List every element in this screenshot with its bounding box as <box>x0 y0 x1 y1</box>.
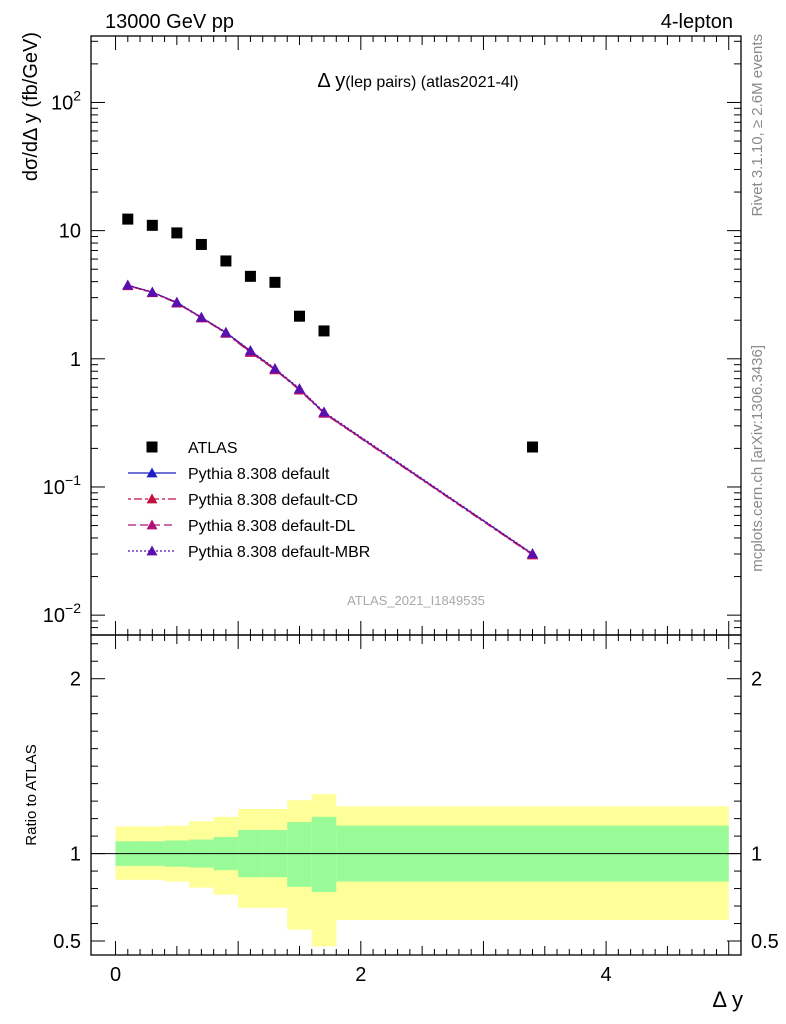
legend-label-2: Pythia 8.308 default-DL <box>188 518 355 535</box>
series-3-marker <box>269 363 281 373</box>
y-tick-label: 10 <box>59 221 81 243</box>
series-3-marker <box>318 406 330 417</box>
atlas-data-point <box>122 213 134 225</box>
y-tick-label: 10−1 <box>43 472 81 499</box>
series-3-marker <box>122 279 134 290</box>
plot-title: Δ y(lep pairs) (atlas2021-4l) <box>317 70 518 92</box>
y-tick-label-exponent: 2 <box>73 87 81 103</box>
ratio-y-tick-label-left: 0.5 <box>53 931 81 953</box>
side-label-top: Rivet 3.1.10, ≥ 2.6M events <box>749 34 766 217</box>
y-tick-label-base: 10 <box>43 605 65 627</box>
side-label-bottom: mcplots.cern.ch [arXiv:1306.3436] <box>749 345 766 572</box>
legend-marker-1 <box>146 493 158 504</box>
series-line-3 <box>127 284 533 555</box>
ratio-bands <box>91 794 741 947</box>
x-tick-label: 4 <box>601 964 612 986</box>
series-line-2 <box>127 284 533 555</box>
y-axis-label-ratio: Ratio to ATLAS <box>23 744 40 845</box>
ratio-y-tick-label-right: 1 <box>751 844 762 866</box>
ratio-y-tick-label-right: 0.5 <box>751 931 779 953</box>
x-tick-label: 0 <box>110 964 121 986</box>
ratio-y-tick-label-left: 1 <box>70 844 81 866</box>
legend-label-3: Pythia 8.308 default-MBR <box>188 544 370 561</box>
legend-marker-3 <box>146 545 158 556</box>
ratio-y-tick-label-left: 2 <box>70 669 81 691</box>
atlas-data-point <box>220 255 232 267</box>
y-tick-label-base: 10 <box>51 92 73 114</box>
legend-label-0: Pythia 8.308 default <box>188 466 330 483</box>
stat-band-bin-8 <box>311 816 337 893</box>
atlas-data-point <box>244 270 256 282</box>
series-3-marker <box>293 383 305 394</box>
series-3-marker <box>527 548 539 559</box>
y-axis-label-main: dσ/dΔ y (fb/GeV) <box>20 32 42 181</box>
series-3-marker <box>146 286 158 297</box>
y-tick-label-base: 1 <box>70 349 81 371</box>
legend-marker-atlas <box>146 441 158 453</box>
y-tick-label: 102 <box>51 87 81 114</box>
watermark: ATLAS_2021_I1849535 <box>347 593 485 608</box>
legend-label-1: Pythia 8.308 default-CD <box>188 492 358 509</box>
atlas-data-point <box>293 310 305 322</box>
atlas-data-point <box>171 227 183 239</box>
series-line-1 <box>127 285 533 556</box>
y-tick-label: 1 <box>70 349 81 371</box>
header-left: 13000 GeV pp <box>105 11 234 33</box>
series-3-marker <box>195 311 207 322</box>
ratio-y-tick-label-right: 2 <box>751 669 762 691</box>
series-3-marker <box>244 345 256 355</box>
y-tick-label-exponent: −1 <box>65 472 81 488</box>
legend-label-atlas: ATLAS <box>188 440 238 457</box>
stat-band-bin-7 <box>287 822 312 887</box>
data-series <box>122 213 539 560</box>
x-tick-label: 2 <box>355 964 366 986</box>
atlas-data-point <box>318 325 330 337</box>
ratio-frame <box>90 634 742 956</box>
y-tick-label: 10−2 <box>43 600 81 627</box>
series-3-marker <box>171 296 183 307</box>
atlas-data-point <box>146 219 158 231</box>
header-right: 4-lepton <box>661 11 733 33</box>
legend-marker-0 <box>146 467 158 478</box>
y-tick-label-base: 10 <box>43 477 65 499</box>
y-tick-label-exponent: −2 <box>65 600 81 616</box>
plot-title-main: Δ y <box>317 70 345 92</box>
x-axis-label: Δ y <box>712 987 743 1012</box>
legend-marker-2 <box>146 519 158 530</box>
plot-title-sub: (lep pairs) (atlas2021-4l) <box>345 74 518 91</box>
atlas-data-point <box>527 441 539 453</box>
atlas-data-point <box>269 276 281 288</box>
y-tick-label-base: 10 <box>59 221 81 243</box>
series-3-marker <box>220 326 232 337</box>
legend: ATLAS Pythia 8.308 default Pythia 8.308 de… <box>128 440 370 561</box>
atlas-data-point <box>195 238 207 250</box>
